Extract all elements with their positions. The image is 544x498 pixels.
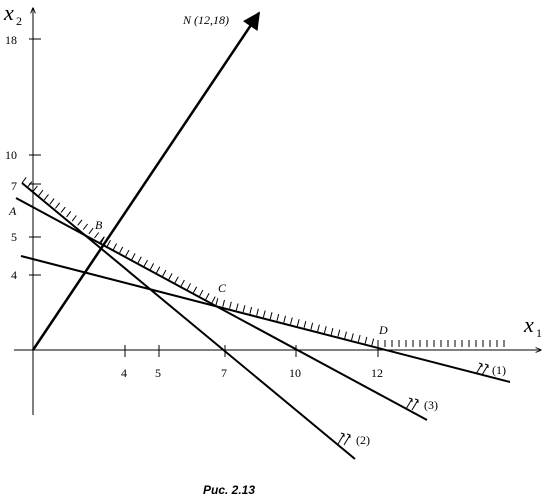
y-axis-label: x: [3, 0, 14, 25]
x-axis-label: x: [523, 312, 534, 337]
figure-caption: Рис. 2.13: [203, 483, 255, 497]
hatch-mark: [222, 299, 225, 307]
hatch-mark: [43, 194, 49, 201]
hatch-mark: [66, 211, 72, 218]
hatch-mark: [27, 181, 33, 188]
line-1-side-marker: [475, 362, 489, 376]
hatch-mark: [100, 236, 105, 244]
y-tick-label-4: 4: [11, 268, 17, 282]
hatch-mark: [330, 327, 334, 336]
hatch-mark: [269, 312, 273, 320]
line-1-label: (1): [492, 363, 506, 377]
hatch-mark: [32, 185, 38, 192]
line-3-label: (3): [424, 398, 438, 412]
y-tick-label-10: 10: [5, 148, 17, 162]
y-ticks: [29, 38, 41, 276]
hatch-mark: [112, 243, 118, 250]
hatch-mark: [106, 239, 111, 247]
hatch-mark: [60, 206, 66, 213]
hatch-mark: [143, 259, 148, 267]
hatch-mark: [296, 319, 300, 327]
hatch-mark: [262, 310, 266, 318]
hatch-mark: [38, 189, 44, 197]
hatch-mark: [186, 283, 192, 290]
hatch-mark: [131, 253, 136, 260]
hatch-mark: [119, 246, 124, 254]
hatch-mark: [364, 336, 368, 344]
feasible-region-hatching: [21, 177, 505, 347]
hatch-mark: [283, 315, 286, 323]
hatch-mark: [55, 202, 61, 209]
hatch-mark: [290, 317, 293, 325]
x-tick-label-12: 12: [371, 366, 383, 380]
hatch-mark: [192, 286, 198, 294]
hatch-mark: [156, 266, 161, 274]
line-2-side-marker: [337, 432, 351, 446]
x-tick-label-5: 5: [155, 366, 161, 380]
hatch-mark: [317, 324, 320, 332]
hatch-mark: [149, 263, 155, 270]
y-tick-label-5: 5: [11, 230, 17, 244]
x-tick-label-4: 4: [121, 366, 127, 380]
hatch-mark: [125, 249, 130, 257]
hatch-mark: [215, 298, 219, 306]
x-tick-label-7: 7: [221, 366, 227, 380]
hatch-mark: [94, 232, 100, 239]
line-2-label: (2): [356, 433, 370, 447]
x-axis-label-subscript: 1: [536, 326, 542, 340]
hatch-mark: [82, 223, 88, 230]
point-c-label: C: [218, 281, 227, 295]
hatch-mark: [205, 293, 210, 300]
hatch-mark: [357, 334, 361, 343]
hatch-mark: [256, 308, 259, 316]
hatch-mark: [137, 256, 142, 264]
hatch-mark: [276, 313, 280, 321]
y-axis-label-subscript: 2: [16, 14, 22, 28]
point-b-label: B: [95, 218, 103, 232]
hatch-mark: [323, 326, 327, 334]
x-tick-label-10: 10: [289, 366, 301, 380]
constraint-line-3: [15, 197, 428, 421]
gradient-vector-n: [31, 11, 261, 351]
hatch-mark: [371, 338, 375, 346]
hatch-mark: [180, 279, 185, 287]
hatch-mark: [337, 329, 341, 337]
y-tick-label-7: 7: [11, 179, 17, 193]
hatch-mark: [174, 276, 179, 284]
x-ticks: [124, 345, 379, 357]
hatch-mark: [235, 303, 239, 311]
hatch-mark: [351, 333, 354, 341]
constraint-line-2: [21, 182, 356, 460]
constraint-line-1: [20, 255, 511, 383]
hatch-mark: [242, 305, 246, 313]
hatch-mark: [303, 320, 307, 328]
point-d-label: D: [378, 323, 388, 337]
hatch-mark: [21, 177, 27, 184]
line-3-side-marker: [405, 397, 419, 411]
vector-label: N (12,18): [182, 13, 229, 27]
hatch-mark: [77, 219, 83, 226]
hatch-mark: [162, 269, 167, 277]
hatch-mark: [344, 331, 347, 339]
hatch-mark: [71, 215, 77, 222]
hatch-mark: [249, 306, 253, 314]
hatch-mark: [199, 289, 204, 297]
hatch-mark: [49, 198, 55, 205]
hatch-mark: [88, 227, 94, 235]
point-a-label: A: [8, 204, 17, 218]
hatch-mark: [211, 296, 216, 304]
hatch-mark: [229, 301, 232, 309]
hatch-mark: [168, 273, 173, 280]
y-tick-label-18: 18: [5, 33, 17, 47]
hatch-mark: [310, 322, 314, 330]
